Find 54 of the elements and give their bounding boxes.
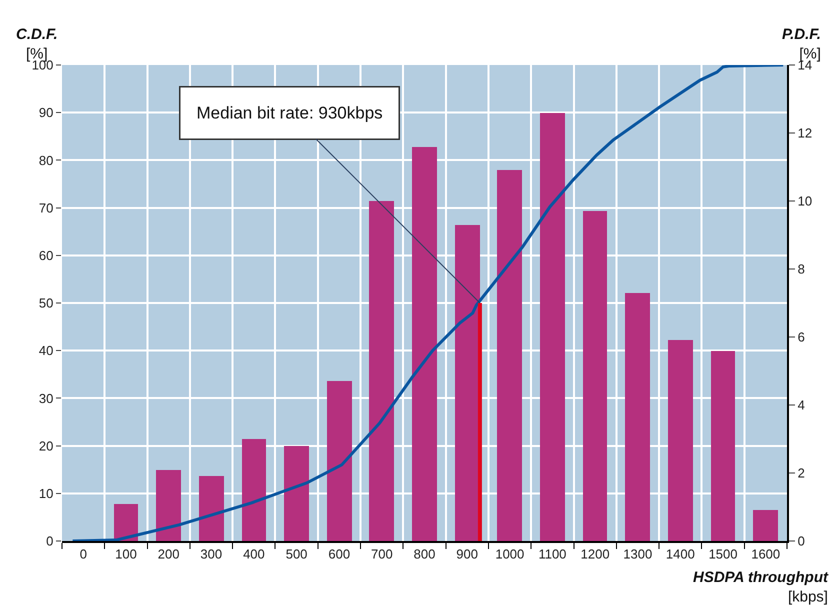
y2-tick-label: 12 xyxy=(798,126,812,141)
y-tick-label: 40 xyxy=(38,343,54,358)
y2-tick-label: 10 xyxy=(798,194,812,209)
y-tick-label: 90 xyxy=(38,105,54,120)
y-tick-label: 50 xyxy=(38,296,54,311)
x-tick-label: 700 xyxy=(371,546,393,562)
y2-tick-label: 4 xyxy=(798,398,805,413)
bar xyxy=(412,147,437,541)
y-tick-label: 10 xyxy=(38,486,54,501)
x-tick-label: 200 xyxy=(158,546,180,562)
bar xyxy=(242,439,266,541)
bar xyxy=(583,211,607,541)
x-tick-label: 0 xyxy=(80,546,87,562)
x-tick-label: 1500 xyxy=(708,546,738,562)
y2-tick-label: 8 xyxy=(798,262,805,277)
annotation: Median bit rate: 930kbps xyxy=(196,104,383,122)
bar xyxy=(540,113,565,541)
bar xyxy=(497,170,522,541)
x-tick-label: 300 xyxy=(200,546,222,562)
x-tick-label: 1300 xyxy=(623,546,652,562)
bar xyxy=(156,470,181,541)
bar xyxy=(199,476,224,541)
x-tick-label: 400 xyxy=(243,546,265,562)
x-tick-label: 100 xyxy=(115,546,137,562)
y2-axis-title: P.D.F. [%] xyxy=(782,26,821,62)
bar xyxy=(114,504,138,541)
bar xyxy=(753,510,778,541)
y-tick-label: 80 xyxy=(38,152,54,168)
x-tick-label: 1000 xyxy=(495,546,524,562)
y2-tick-label: 0 xyxy=(798,534,805,549)
bar xyxy=(369,201,394,541)
x-tick-label: 600 xyxy=(328,546,350,562)
x-tick-label: 800 xyxy=(414,546,436,562)
bar xyxy=(327,381,352,541)
y-tick-label: 70 xyxy=(38,200,54,216)
x-tick-label: 1200 xyxy=(580,546,610,562)
bar xyxy=(711,351,735,541)
x-tick-label: 1100 xyxy=(538,546,566,562)
line-series xyxy=(71,65,785,541)
x-tick-label: 1600 xyxy=(751,546,780,562)
y-tick-label: 0 xyxy=(46,534,54,549)
y-tick-label: 30 xyxy=(38,390,54,406)
x-tick-label: 500 xyxy=(286,546,308,562)
bar xyxy=(455,225,480,541)
y-tick-label: 20 xyxy=(38,438,54,454)
y2-tick-label: 6 xyxy=(798,330,805,345)
y2-tick-label: 2 xyxy=(798,466,805,481)
bar xyxy=(284,446,309,541)
bar xyxy=(625,293,650,541)
bar xyxy=(668,340,693,541)
x-tick-label: 900 xyxy=(456,546,478,562)
x-tick-label: 1400 xyxy=(666,546,695,562)
y-tick-label: 60 xyxy=(38,248,54,263)
x-axis-title: HSDPA throughput [kbps] xyxy=(693,569,829,606)
